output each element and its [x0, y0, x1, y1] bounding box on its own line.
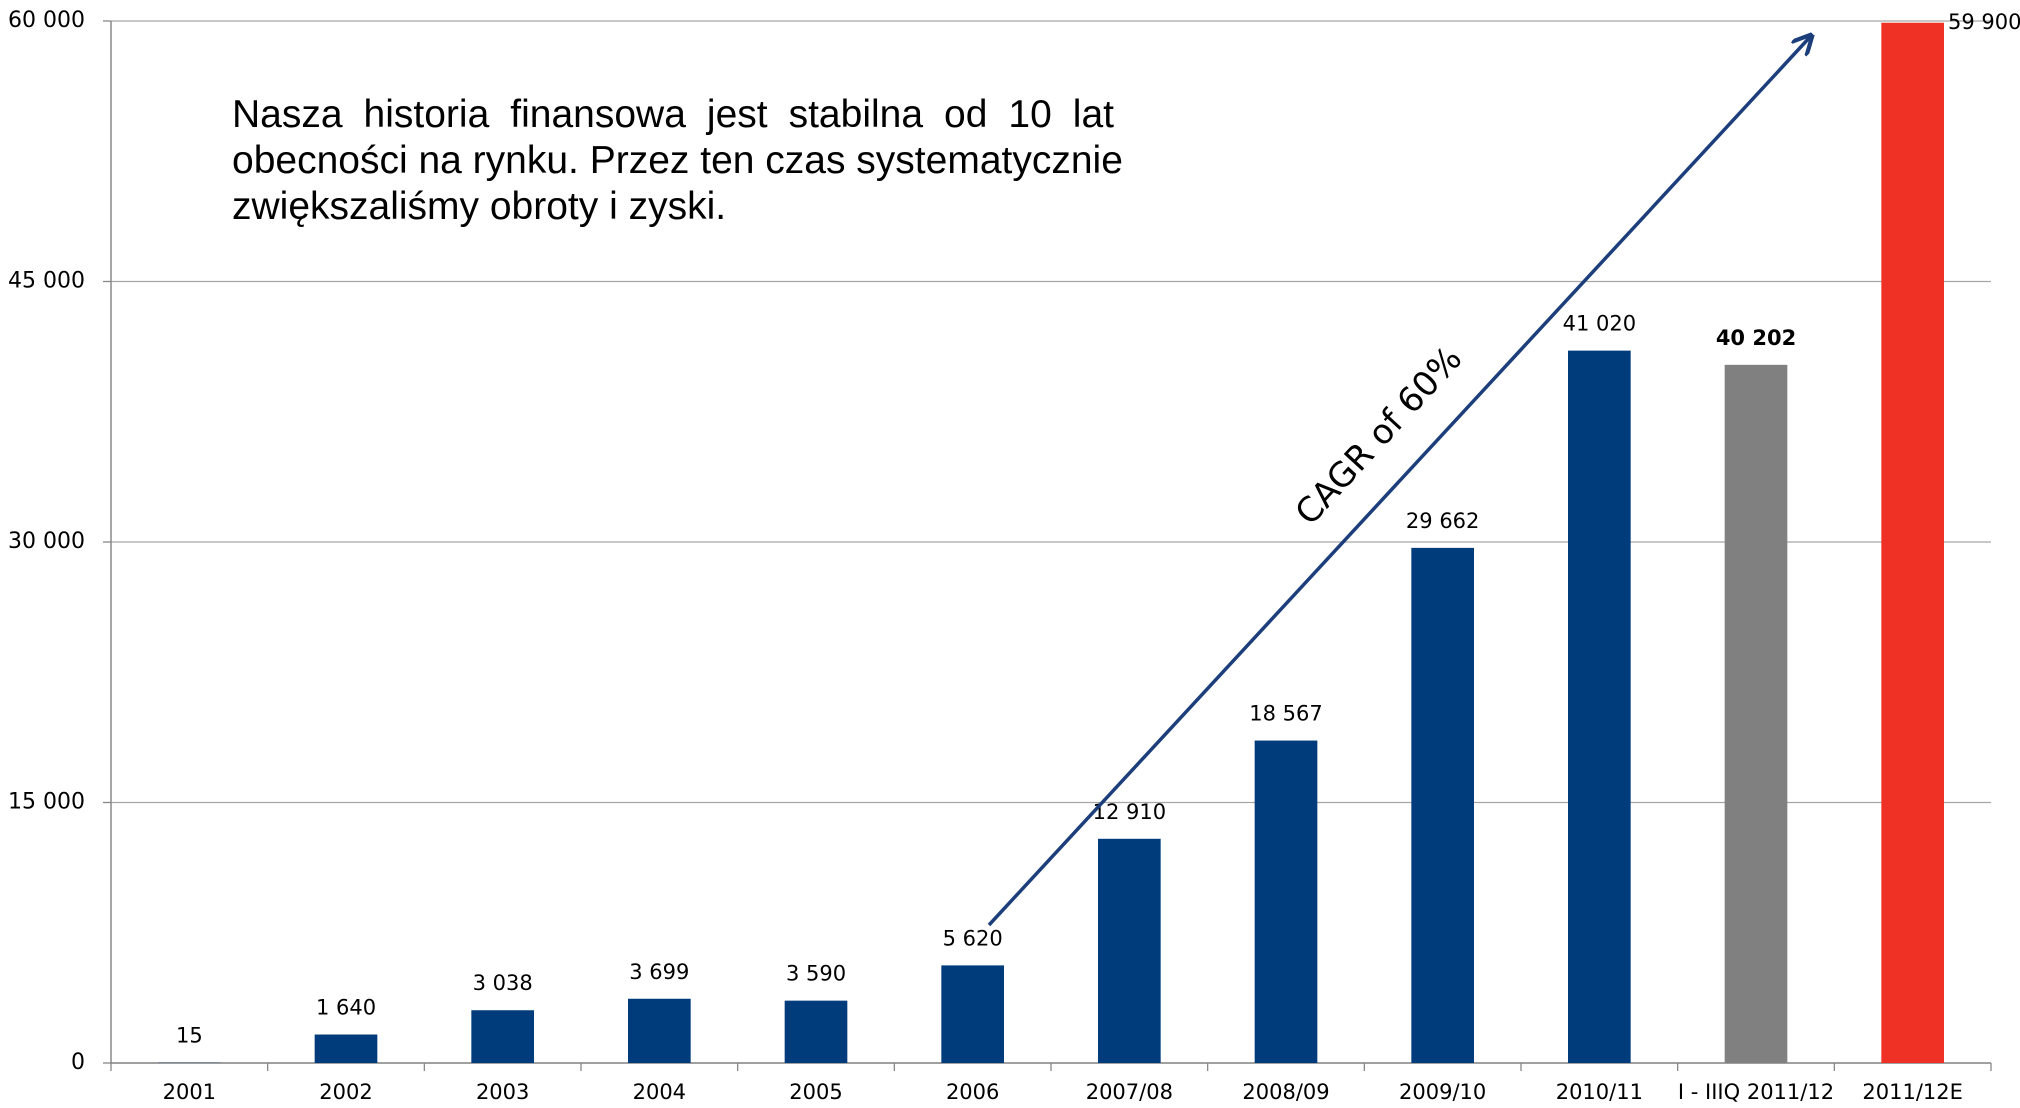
x-tick-label: 2008/09 [1242, 1080, 1329, 1104]
x-tick-label: 2010/11 [1556, 1080, 1643, 1104]
x-tick-label: 2007/08 [1086, 1080, 1173, 1104]
bar [1881, 22, 1944, 1063]
x-tick-label: 2009/10 [1399, 1080, 1486, 1104]
value-label: 29 662 [1406, 509, 1479, 533]
y-tick-label: 0 [71, 1050, 85, 1075]
bar [1411, 547, 1474, 1063]
cagr-arrow [987, 37, 1810, 927]
y-tick-label: 45 000 [8, 269, 85, 294]
x-tick-label: 2006 [946, 1080, 999, 1104]
bar [1254, 740, 1318, 1063]
x-tick-label: 2005 [789, 1080, 842, 1104]
value-label: 41 020 [1563, 312, 1636, 336]
y-tick-label: 60 000 [8, 8, 85, 33]
bar [1568, 350, 1631, 1063]
bar [471, 1010, 534, 1063]
annotation-line: zwiększaliśmy obroty i zyski. [232, 185, 727, 228]
value-label: 3 699 [629, 960, 689, 984]
bar [941, 965, 1004, 1063]
bar [1724, 364, 1788, 1063]
value-label: 59 900 [1948, 10, 2020, 34]
annotation-line: Nasza historia finansowa jest stabilna o… [232, 93, 1114, 136]
bar [1098, 838, 1161, 1063]
x-tick-label: 2003 [476, 1080, 529, 1104]
x-tick-label: 2002 [319, 1080, 372, 1104]
annotation: Nasza historia finansowa jest stabilna o… [232, 92, 1123, 230]
y-tick-label: 15 000 [8, 790, 85, 815]
annotation-line: obecności na rynku. Przez ten czas syste… [232, 139, 1123, 182]
value-label: 15 [176, 1024, 203, 1048]
value-label: 3 038 [473, 971, 533, 995]
y-tick-label: 30 000 [8, 529, 85, 554]
value-label: 3 590 [786, 962, 846, 986]
bar [314, 1034, 378, 1063]
value-label: 12 910 [1093, 800, 1166, 824]
x-tick-label: 2001 [163, 1080, 216, 1104]
value-label: 5 620 [943, 926, 1003, 950]
bar [628, 998, 691, 1063]
value-label: 40 202 [1716, 326, 1796, 350]
x-tick-label: 2011/12E [1862, 1080, 1963, 1104]
x-tick-label: 2004 [633, 1080, 686, 1104]
bar [784, 1000, 848, 1063]
x-tick-label: I - IIIQ 2011/12 [1678, 1080, 1834, 1104]
value-label: 18 567 [1249, 702, 1322, 726]
value-label: 1 640 [316, 996, 376, 1020]
